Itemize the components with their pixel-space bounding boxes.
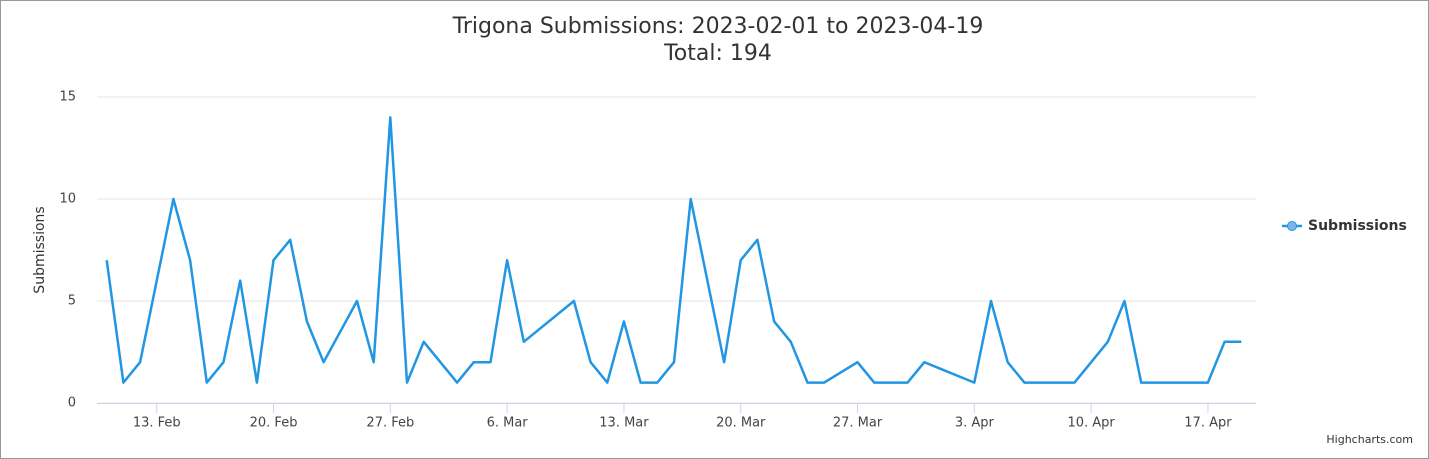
y-tick-label: 0 [68, 396, 76, 411]
x-tick-label: 27. Feb [366, 416, 414, 431]
y-axis-title: Submissions [32, 206, 48, 293]
chart-title: Trigona Submissions: 2023-02-01 to 2023-… [452, 14, 984, 39]
x-tick-label: 3. Apr [955, 416, 995, 431]
x-tick-label: 20. Mar [716, 416, 766, 431]
x-tick-label: 13. Mar [599, 416, 649, 431]
data-line [105, 116, 1242, 384]
x-tick-label: 13. Feb [133, 416, 181, 431]
y-tick-label: 5 [68, 294, 76, 309]
credits[interactable]: Highcharts.com [1326, 433, 1413, 446]
x-tick-label: 6. Mar [487, 416, 529, 431]
y-tick-label: 10 [59, 192, 76, 207]
x-tick-label: 27. Mar [833, 416, 883, 431]
x-tick-label: 10. Apr [1067, 416, 1115, 431]
x-tick-label: 17. Apr [1184, 416, 1232, 431]
chart-subtitle: Total: 194 [663, 41, 772, 66]
legend-label[interactable]: Submissions [1308, 218, 1407, 234]
legend-symbol [1287, 221, 1297, 231]
y-tick-label: 15 [59, 90, 76, 105]
x-tick-label: 20. Feb [250, 416, 298, 431]
